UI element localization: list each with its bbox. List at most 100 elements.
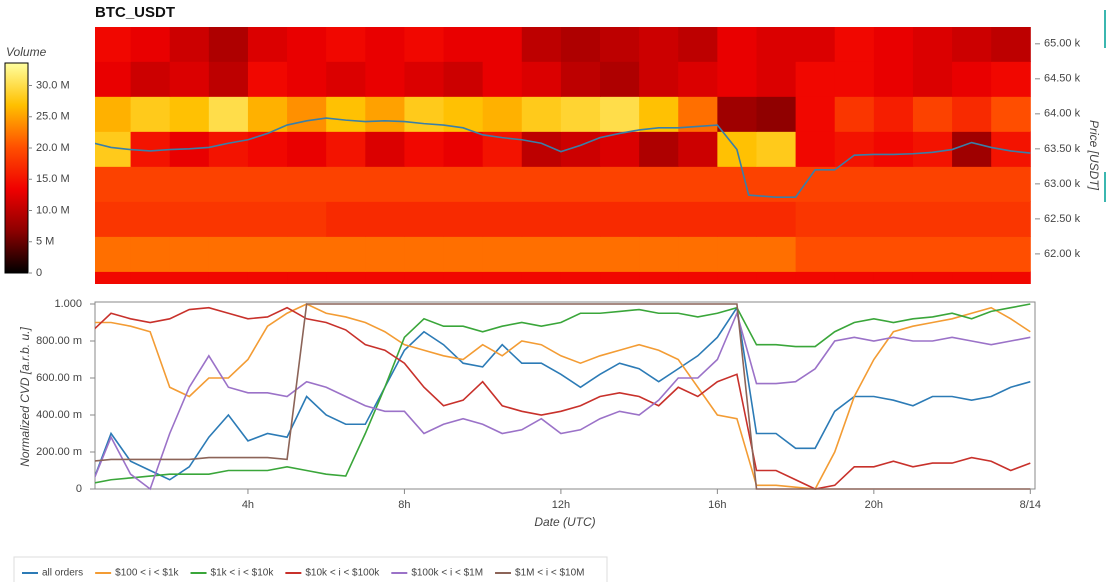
x-tick-label: 20h	[865, 499, 883, 511]
heatmap-cell	[560, 236, 601, 272]
y-tick-label: 800.00 m	[36, 335, 82, 347]
heatmap-cell	[795, 131, 836, 167]
cvd-lines	[95, 303, 1031, 491]
heatmap-cell	[912, 166, 953, 202]
heatmap-cell	[247, 27, 288, 62]
heatmap-cell	[639, 271, 679, 284]
x-tick-label: 16h	[708, 499, 726, 511]
heatmap-cell	[756, 96, 797, 132]
heatmap-cell	[717, 96, 757, 132]
heatmap-cell	[326, 61, 366, 97]
heatmap-cell	[287, 96, 327, 132]
heatmap-cell	[208, 131, 249, 167]
heatmap-cell	[208, 96, 249, 132]
heatmap-cell	[130, 201, 171, 237]
x-tick-label: 8/14	[1020, 499, 1041, 511]
cvd-line	[95, 303, 1031, 490]
heatmap-cell	[912, 96, 953, 132]
colorbar-tick-label: 15.0 M	[36, 173, 70, 185]
heatmap-cell	[991, 96, 1031, 132]
y-tick-label: 400.00 m	[36, 409, 82, 421]
heatmap-cell	[756, 236, 797, 272]
heatmap-cell	[717, 61, 757, 97]
heatmap-cell	[834, 166, 875, 202]
heatmap-cell	[756, 201, 797, 237]
heatmap-cell	[952, 236, 992, 272]
heatmap-cell	[287, 271, 327, 284]
heatmap-cell	[756, 27, 797, 62]
heatmap-cell	[717, 166, 757, 202]
y-tick-label: 600.00 m	[36, 372, 82, 384]
heatmap-cell	[208, 27, 249, 62]
y-tick-label: 64.50 k	[1044, 73, 1081, 85]
y-axis-label: Normalized CVD [a.r.b. u.]	[18, 327, 32, 467]
heatmap-cell	[482, 236, 523, 272]
legend-label: all orders	[42, 568, 83, 579]
heatmap-cell	[873, 236, 914, 272]
heatmap-cell	[834, 271, 875, 284]
heatmap-cell	[443, 61, 484, 97]
y-tick-label: 62.50 k	[1044, 213, 1081, 225]
heatmap-cell	[678, 236, 718, 272]
x-tick-label: 4h	[242, 499, 254, 511]
colorbar-tick-label: 0	[36, 267, 42, 279]
y-tick-label: 0	[76, 483, 82, 495]
y-tick-label: 63.50 k	[1044, 143, 1081, 155]
cvd-line	[95, 310, 1031, 491]
heatmap-cell	[287, 61, 327, 97]
heatmap-cell	[639, 27, 679, 62]
price-line	[95, 117, 1031, 198]
heatmap-cell	[952, 61, 992, 97]
cvd-line	[95, 305, 1031, 481]
heatmap-cell	[952, 27, 992, 62]
heatmap-cell	[208, 271, 249, 284]
heatmap-cell	[521, 61, 562, 97]
heatmap-cell	[795, 271, 836, 284]
heatmap-cell	[600, 61, 640, 97]
heatmap-cell	[443, 271, 484, 284]
heatmap-cell	[482, 96, 523, 132]
y-tick-label: 64.00 k	[1044, 108, 1081, 120]
heatmap-cell	[247, 271, 288, 284]
colorbar-tick-label: 5 M	[36, 236, 54, 248]
heatmap-cell	[600, 131, 640, 167]
y-tick-label: 63.00 k	[1044, 178, 1081, 190]
heatmap-cell	[521, 271, 562, 284]
heatmap-cell	[834, 131, 875, 167]
heatmap-cell	[169, 271, 210, 284]
heatmap-cell	[404, 61, 445, 97]
legend-label: $1k < i < $10k	[211, 568, 275, 579]
heatmap-cell	[873, 166, 914, 202]
heatmap-cell	[169, 61, 210, 97]
heatmap-cell	[873, 271, 914, 284]
heatmap-cell	[404, 96, 445, 132]
heatmap-cell	[521, 96, 562, 132]
heatmap-cell	[873, 131, 914, 167]
heatmap-cell	[247, 236, 288, 272]
heatmap-cell	[991, 27, 1031, 62]
legend-frame	[13, 556, 608, 582]
heatmap-cell	[991, 166, 1031, 202]
heatmap-cell	[95, 166, 132, 202]
heatmap-cell	[95, 271, 132, 284]
heatmap-cell	[717, 27, 757, 62]
heatmap-cell	[130, 27, 171, 62]
heatmap-cell	[600, 271, 640, 284]
heatmap-cell	[991, 236, 1031, 272]
heatmap-cell	[560, 96, 601, 132]
heatmap-cell	[443, 27, 484, 62]
heatmap-cell	[952, 201, 992, 237]
heatmap-cell	[443, 201, 484, 237]
heatmap-cell	[247, 201, 288, 237]
heatmap-cell	[795, 96, 836, 132]
heatmap	[95, 27, 1031, 284]
heatmap-cell	[130, 236, 171, 272]
colorbar-label: Volume	[6, 45, 47, 59]
heatmap-cell	[326, 201, 366, 237]
heatmap-cell	[365, 96, 405, 132]
heatmap-cell	[169, 201, 210, 237]
legend-label: $1M < i < $10M	[515, 568, 584, 579]
legend-label: $10k < i < $100k	[305, 568, 380, 579]
heatmap-cell	[326, 96, 366, 132]
heatmap-cell	[404, 236, 445, 272]
